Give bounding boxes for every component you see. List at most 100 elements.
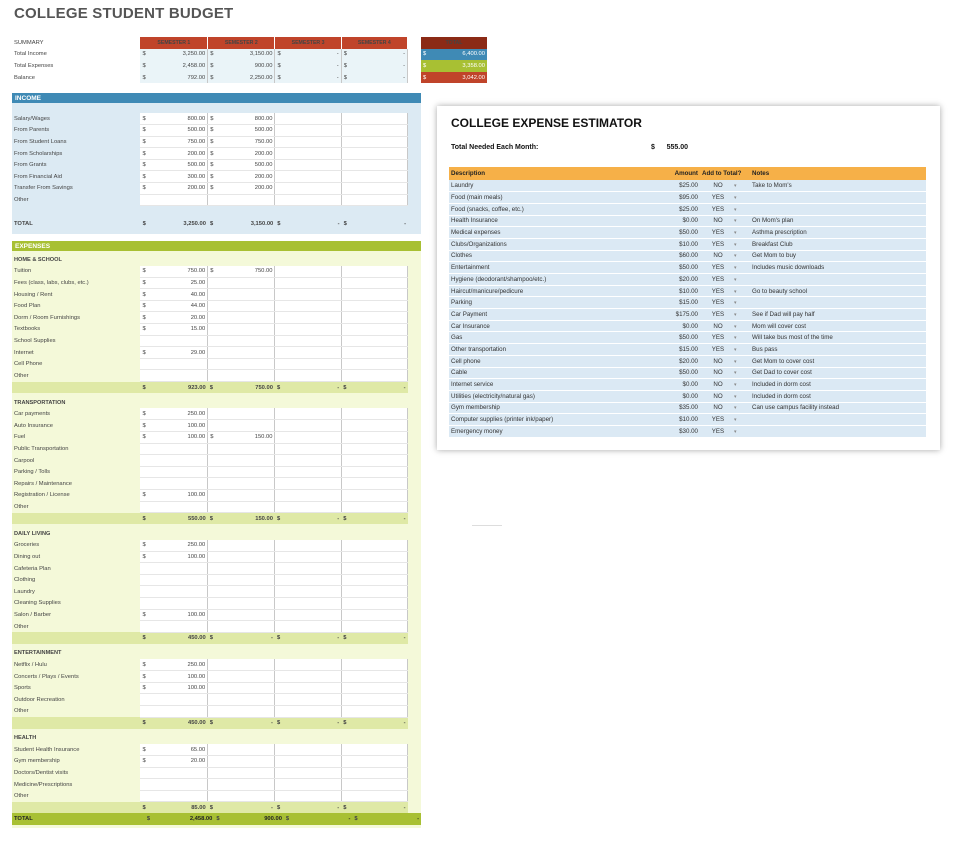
value-cell[interactable] xyxy=(282,778,342,791)
value-cell[interactable]: 200.00 xyxy=(148,147,209,160)
value-cell[interactable] xyxy=(282,466,342,479)
value-cell[interactable] xyxy=(349,705,409,718)
expense-amount[interactable]: $15.00 xyxy=(617,296,700,310)
value-cell[interactable] xyxy=(215,323,276,336)
value-cell[interactable] xyxy=(349,670,409,683)
chevron-down-icon[interactable]: ▾ xyxy=(734,311,737,318)
expense-notes[interactable]: Included in dorm cost xyxy=(750,390,926,403)
add-to-total-select[interactable]: YES ▾ xyxy=(700,261,750,274)
chevron-down-icon[interactable]: ▾ xyxy=(734,253,737,260)
value-cell[interactable] xyxy=(349,277,409,290)
value-cell[interactable] xyxy=(215,335,276,348)
add-to-total-select[interactable]: NO ▾ xyxy=(700,250,750,263)
value-cell[interactable] xyxy=(349,454,409,467)
expense-amount[interactable]: $50.00 xyxy=(617,226,700,239)
expense-notes[interactable]: Mom will cover cost xyxy=(750,320,926,333)
value-cell[interactable] xyxy=(349,431,409,444)
expense-notes[interactable] xyxy=(750,296,926,310)
value-cell[interactable]: - xyxy=(337,220,340,227)
value-cell[interactable] xyxy=(215,551,276,564)
value-cell[interactable] xyxy=(282,659,342,672)
value-cell[interactable]: 20.00 xyxy=(148,311,209,325)
add-to-total-select[interactable]: YES ▾ xyxy=(700,285,750,298)
value-cell[interactable] xyxy=(148,335,209,348)
value-cell[interactable] xyxy=(349,790,409,803)
value-cell[interactable] xyxy=(282,705,342,718)
value-cell[interactable] xyxy=(148,574,209,587)
add-to-total-select[interactable]: NO ▾ xyxy=(700,402,750,415)
expense-notes[interactable] xyxy=(750,273,926,286)
value-cell[interactable] xyxy=(282,277,342,290)
expense-description[interactable]: Parking xyxy=(449,296,617,310)
expense-amount[interactable]: $10.00 xyxy=(617,285,700,298)
expense-description[interactable]: Medical expenses xyxy=(449,226,617,239)
value-cell[interactable] xyxy=(148,790,209,803)
chevron-down-icon[interactable]: ▾ xyxy=(734,346,737,353)
value-cell[interactable] xyxy=(215,597,276,610)
expense-notes[interactable]: Bus pass xyxy=(750,343,926,356)
summary-value[interactable]: 2,250.00 xyxy=(215,71,276,84)
value-cell[interactable] xyxy=(282,539,342,552)
value-cell[interactable]: 25.00 xyxy=(148,277,209,290)
value-cell[interactable]: 750.00 xyxy=(148,136,209,149)
value-cell[interactable] xyxy=(215,574,276,587)
expense-amount[interactable]: $95.00 xyxy=(617,191,700,204)
value-cell[interactable] xyxy=(282,767,342,780)
value-cell[interactable] xyxy=(349,551,409,564)
value-cell[interactable] xyxy=(215,755,276,768)
value-cell[interactable] xyxy=(282,182,342,195)
value-cell[interactable] xyxy=(215,705,276,718)
value-cell[interactable] xyxy=(349,170,409,184)
expense-description[interactable]: Hygiene (deodorant/shampoo/etc.) xyxy=(449,273,617,286)
value-cell[interactable] xyxy=(349,311,409,325)
expense-amount[interactable]: $35.00 xyxy=(617,402,700,415)
value-cell[interactable] xyxy=(349,159,409,172)
value-cell[interactable] xyxy=(215,659,276,672)
value-cell[interactable] xyxy=(215,408,276,421)
value-cell[interactable] xyxy=(215,477,276,491)
value-cell[interactable] xyxy=(215,767,276,780)
value-cell[interactable] xyxy=(215,419,276,433)
value-cell[interactable] xyxy=(215,277,276,290)
expense-description[interactable]: Entertainment xyxy=(449,261,617,274)
expense-description[interactable]: Car Insurance xyxy=(449,320,617,333)
value-cell[interactable]: 3,150.00 xyxy=(250,220,274,227)
add-to-total-select[interactable]: NO ▾ xyxy=(700,390,750,403)
value-cell[interactable] xyxy=(215,670,276,683)
value-cell[interactable] xyxy=(282,170,342,184)
expense-amount[interactable]: $0.00 xyxy=(617,320,700,333)
expense-notes[interactable]: On Mom's plan xyxy=(750,215,926,228)
expense-notes[interactable]: Take to Mom's xyxy=(750,180,926,193)
value-cell[interactable]: 65.00 xyxy=(148,743,209,757)
value-cell[interactable] xyxy=(282,346,342,359)
value-cell[interactable] xyxy=(349,693,409,707)
expense-description[interactable]: Gas xyxy=(449,331,617,345)
value-cell[interactable] xyxy=(282,159,342,172)
value-cell[interactable] xyxy=(349,136,409,149)
value-cell[interactable]: 200.00 xyxy=(148,182,209,195)
expense-notes[interactable]: Go to beauty school xyxy=(750,285,926,298)
value-cell[interactable] xyxy=(282,431,342,444)
chevron-down-icon[interactable]: ▾ xyxy=(734,183,737,190)
chevron-down-icon[interactable]: ▾ xyxy=(734,428,737,435)
value-cell[interactable] xyxy=(349,358,409,371)
value-cell[interactable] xyxy=(282,311,342,325)
value-cell[interactable] xyxy=(349,609,409,622)
value-cell[interactable] xyxy=(215,489,276,502)
expense-description[interactable]: Food (main meals) xyxy=(449,191,617,204)
value-cell[interactable] xyxy=(349,778,409,791)
value-cell[interactable] xyxy=(215,454,276,467)
value-cell[interactable] xyxy=(282,136,342,149)
expense-notes[interactable]: Breakfast Club xyxy=(750,238,926,251)
value-cell[interactable] xyxy=(148,693,209,707)
chevron-down-icon[interactable]: ▾ xyxy=(734,265,737,272)
value-cell[interactable] xyxy=(282,489,342,502)
expense-description[interactable]: Car Payment xyxy=(449,308,617,321)
value-cell[interactable] xyxy=(215,585,276,599)
add-to-total-select[interactable]: NO ▾ xyxy=(700,180,750,193)
value-cell[interactable] xyxy=(282,288,342,301)
value-cell[interactable] xyxy=(349,562,409,575)
expense-amount[interactable]: $10.00 xyxy=(617,238,700,251)
value-cell[interactable] xyxy=(282,443,342,456)
expense-amount[interactable]: $20.00 xyxy=(617,273,700,286)
